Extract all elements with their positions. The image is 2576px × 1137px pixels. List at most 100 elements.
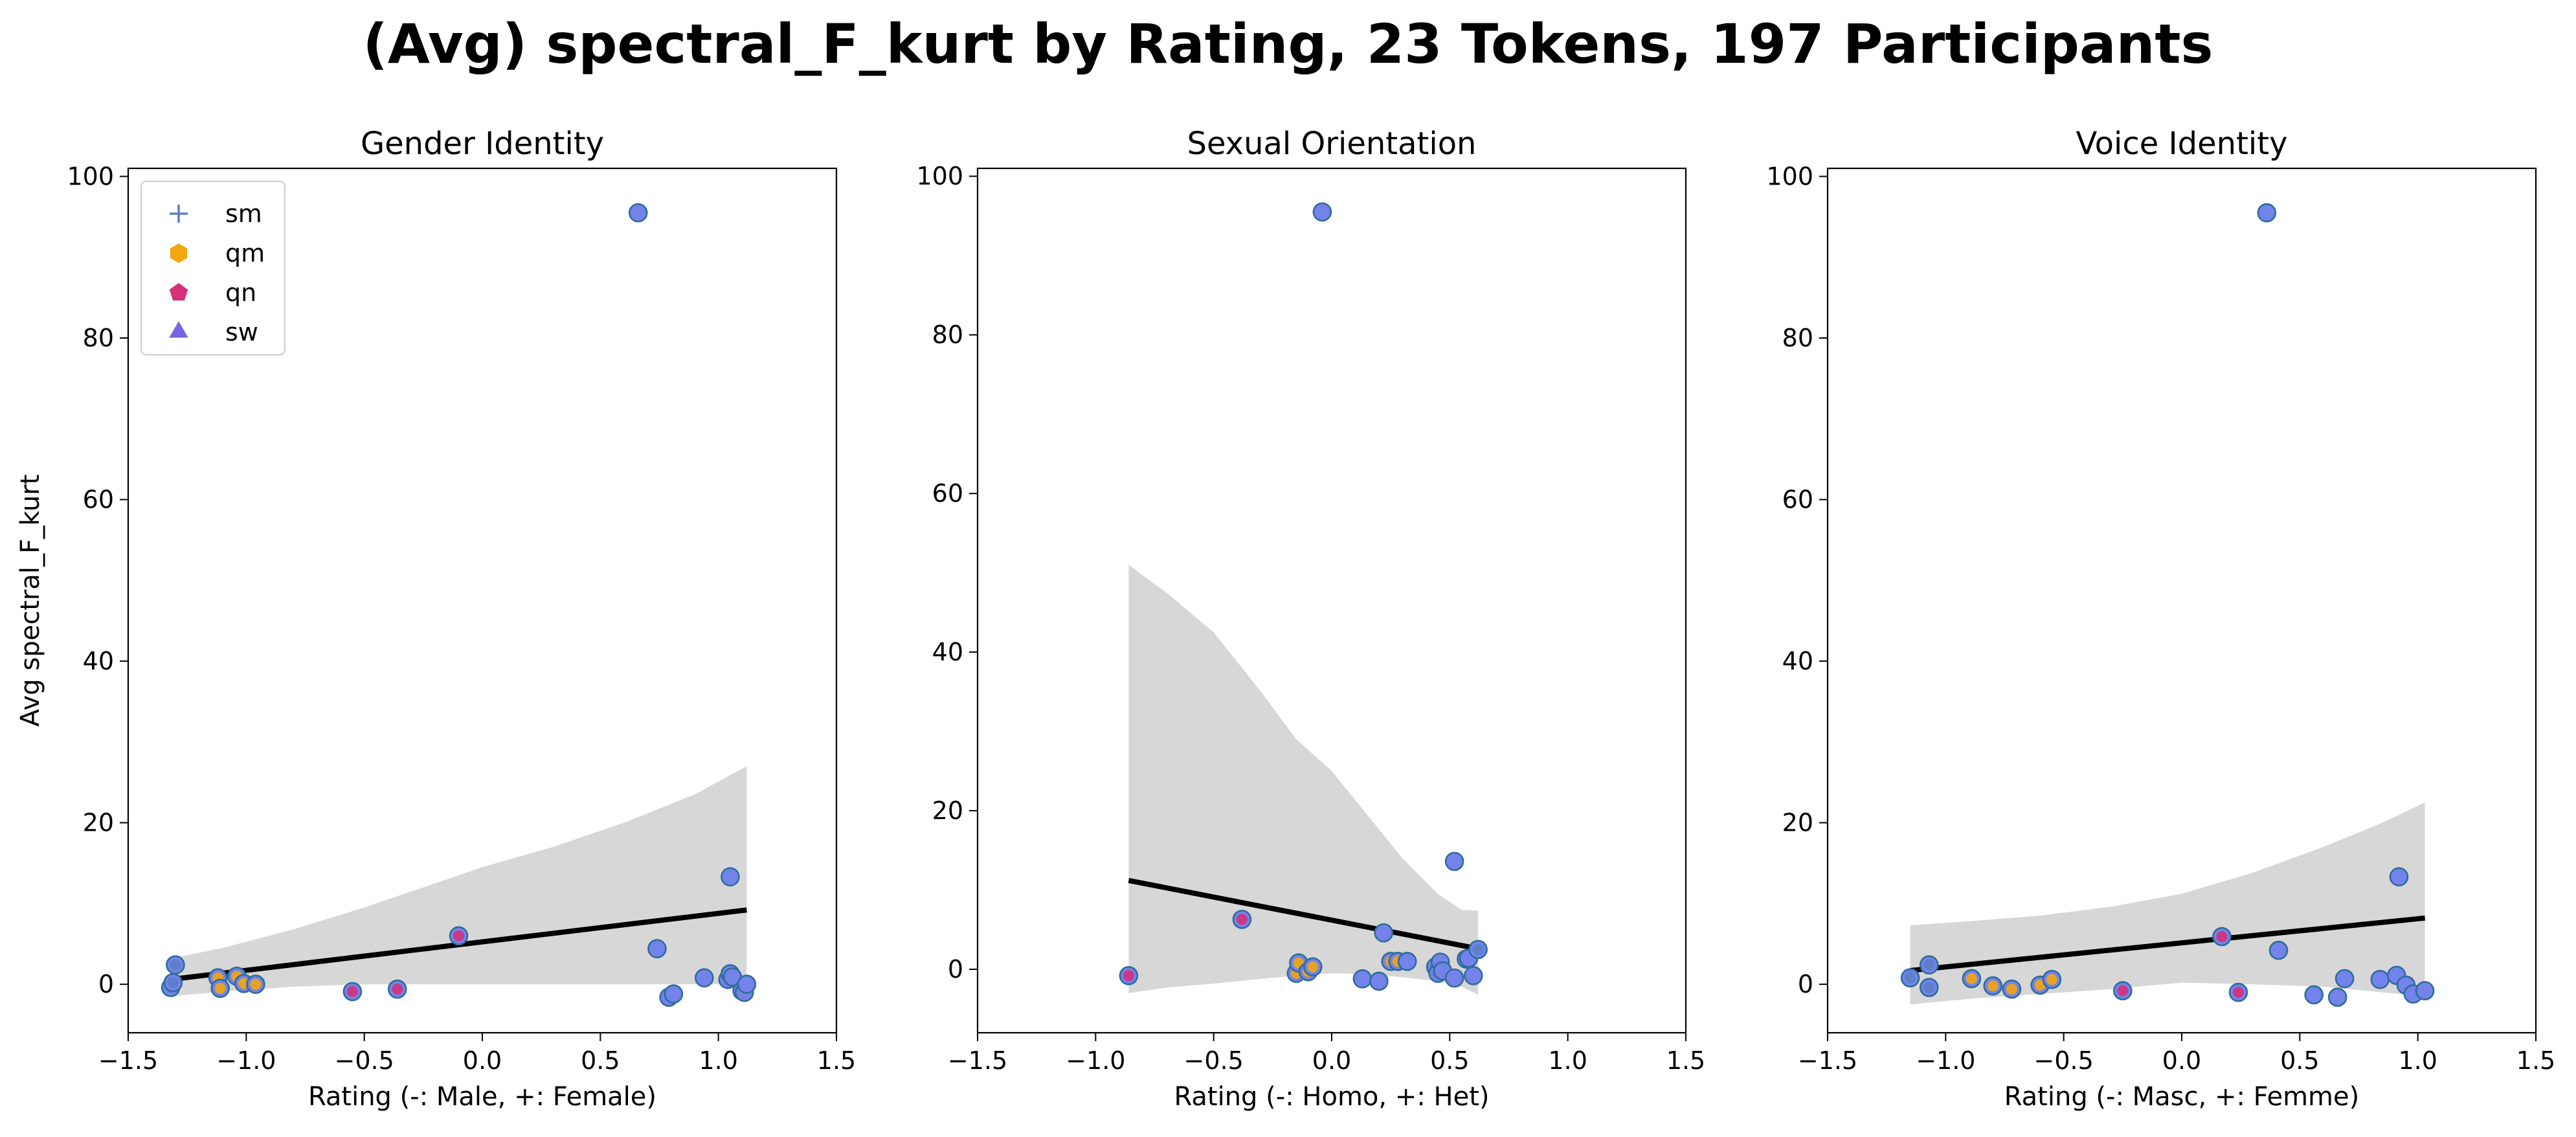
x-tick-label: 1.0 [2398,1046,2437,1075]
legend: sm qm qn sw [140,181,286,355]
data-point [628,203,648,223]
data-point-group-qn [346,985,358,997]
legend-marker-plus [170,205,188,223]
data-point-group-sw [2375,974,2386,985]
x-axis-label: Rating (-: Male, +: Female) [308,1082,656,1112]
regression-line [1128,877,1479,952]
confidence-band [1910,802,2425,1005]
y-tick-label: 60 [1782,486,1813,514]
x-axis-label: Rating (-: Homo, +: Het) [1174,1082,1489,1112]
y-tick-label: 40 [83,647,114,675]
confidence-band [170,766,747,996]
data-point-group-sm [1905,972,1916,984]
legend-label-qn: qn [225,278,256,307]
data-point [1312,202,1332,222]
y-tick-label: 100 [1766,162,1813,190]
x-axis-label: Rating (-: Masc, +: Femme) [2004,1082,2359,1112]
x-tick-label: 0.5 [1430,1046,1469,1075]
x-tick-label: 1.5 [2516,1046,2555,1075]
data-point-group-qm [1987,980,1999,992]
data-point-group-sm [1923,982,1935,993]
data-point [2327,987,2347,1007]
regression-line [1910,915,2426,973]
legend-label-sw: sw [225,318,258,346]
data-point [2335,969,2355,989]
x-tick-label: 0.0 [1312,1046,1351,1075]
figure-title: (Avg) spectral_F_kurt by Rating, 23 Toke… [363,12,2213,76]
data-point-group-sm [167,977,179,989]
y-tick-label: 20 [1782,809,1813,837]
legend-marker-hexagon [170,243,187,263]
data-point [695,968,714,987]
y-tick-label: 60 [83,486,114,514]
subplot-3: −1.5 −1.0 −0.5 0.0 0.5 1.0 1.5 0 20 40 60 80 100 Voic… [1766,126,2555,1112]
data-point-group-sw [668,989,679,1000]
data-point-group-sm [1923,959,1935,971]
y-tick-label: 0 [1798,970,1813,998]
data-point-group-sw [1468,970,1479,981]
data-point-group-sw [1317,207,1328,218]
x-tick-label: −0.5 [335,1046,394,1075]
legend-label-qm: qm [225,239,265,267]
data-point [737,974,757,994]
data-point-group-sw [1449,856,1460,867]
data-point-group-qn [453,930,464,941]
data-point [1374,923,1393,943]
data-point-group-sw [2332,992,2343,1003]
data-point [1369,971,1389,991]
y-tick-label: 20 [932,796,963,825]
data-point-group-sw [633,207,644,218]
data-point-group-sw [724,872,735,883]
data-point-group-sm [1472,943,1484,955]
data-point [2304,985,2324,1005]
subplot-title: Voice Identity [2076,126,2288,162]
x-tick-label: 1.5 [1666,1046,1705,1075]
x-tick-label: −1.0 [1916,1046,1975,1075]
data-point [664,984,684,1004]
data-point-group-qm [2046,974,2057,985]
plot-area [1900,203,2435,1007]
data-point-group-sw [1357,973,1368,984]
data-point-group-sw [651,943,662,954]
data-point-group-qm [1966,973,1977,984]
data-point [1444,968,1464,988]
data-point-group-sw [699,973,710,984]
data-point [647,939,667,958]
data-point [1464,966,1483,985]
data-point-group-sw [1378,927,1389,938]
x-tick-label: −0.5 [2034,1046,2094,1075]
x-tick-label: −0.5 [1184,1046,1244,1075]
legend-marker-triangle [169,321,188,338]
y-tick-label: 100 [916,162,963,190]
x-tick-label: −1.5 [1798,1046,1857,1075]
data-point-group-sw [2273,945,2284,956]
data-point-group-qn [1123,970,1134,982]
plot-area [1119,202,1488,995]
y-axis-label: Avg spectral_F_kurt [16,475,45,727]
y-tick-label: 60 [932,479,963,508]
data-point-group-qn [2233,987,2244,998]
plot-area [161,203,757,1007]
y-tick-label: 0 [948,955,963,984]
x-tick-label: −1.0 [216,1046,276,1075]
data-point [2389,867,2409,886]
data-point-group-sw [2339,973,2350,984]
y-tick-label: 100 [67,162,114,190]
y-tick-label: 20 [83,809,114,837]
data-point-group-sw [2261,207,2272,218]
data-point-group-qm [250,978,262,990]
x-tick-label: 0.5 [581,1046,620,1075]
data-point-group-qm [1307,961,1319,973]
y-tick-label: 40 [932,638,963,666]
x-tick-label: −1.5 [948,1046,1007,1075]
x-tick-label: 0.5 [2280,1046,2319,1075]
data-point-group-qn [2216,931,2228,942]
x-tick-label: 0.0 [463,1046,502,1075]
legend-label-sm: sm [225,199,262,228]
legend-marker-pentagon [169,283,188,301]
data-point [721,867,740,886]
data-point-group-qn [392,984,403,995]
data-point [1444,851,1464,872]
y-tick-label: 80 [932,321,963,349]
